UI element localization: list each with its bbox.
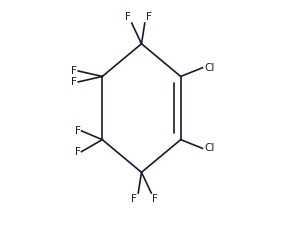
Text: F: F [71,77,77,87]
Text: F: F [75,126,80,136]
Text: F: F [131,194,137,204]
Text: F: F [146,12,152,22]
Text: F: F [153,194,158,204]
Text: F: F [71,66,77,76]
Text: Cl: Cl [204,63,215,73]
Text: F: F [75,147,80,157]
Text: F: F [125,12,130,22]
Text: Cl: Cl [204,143,215,153]
